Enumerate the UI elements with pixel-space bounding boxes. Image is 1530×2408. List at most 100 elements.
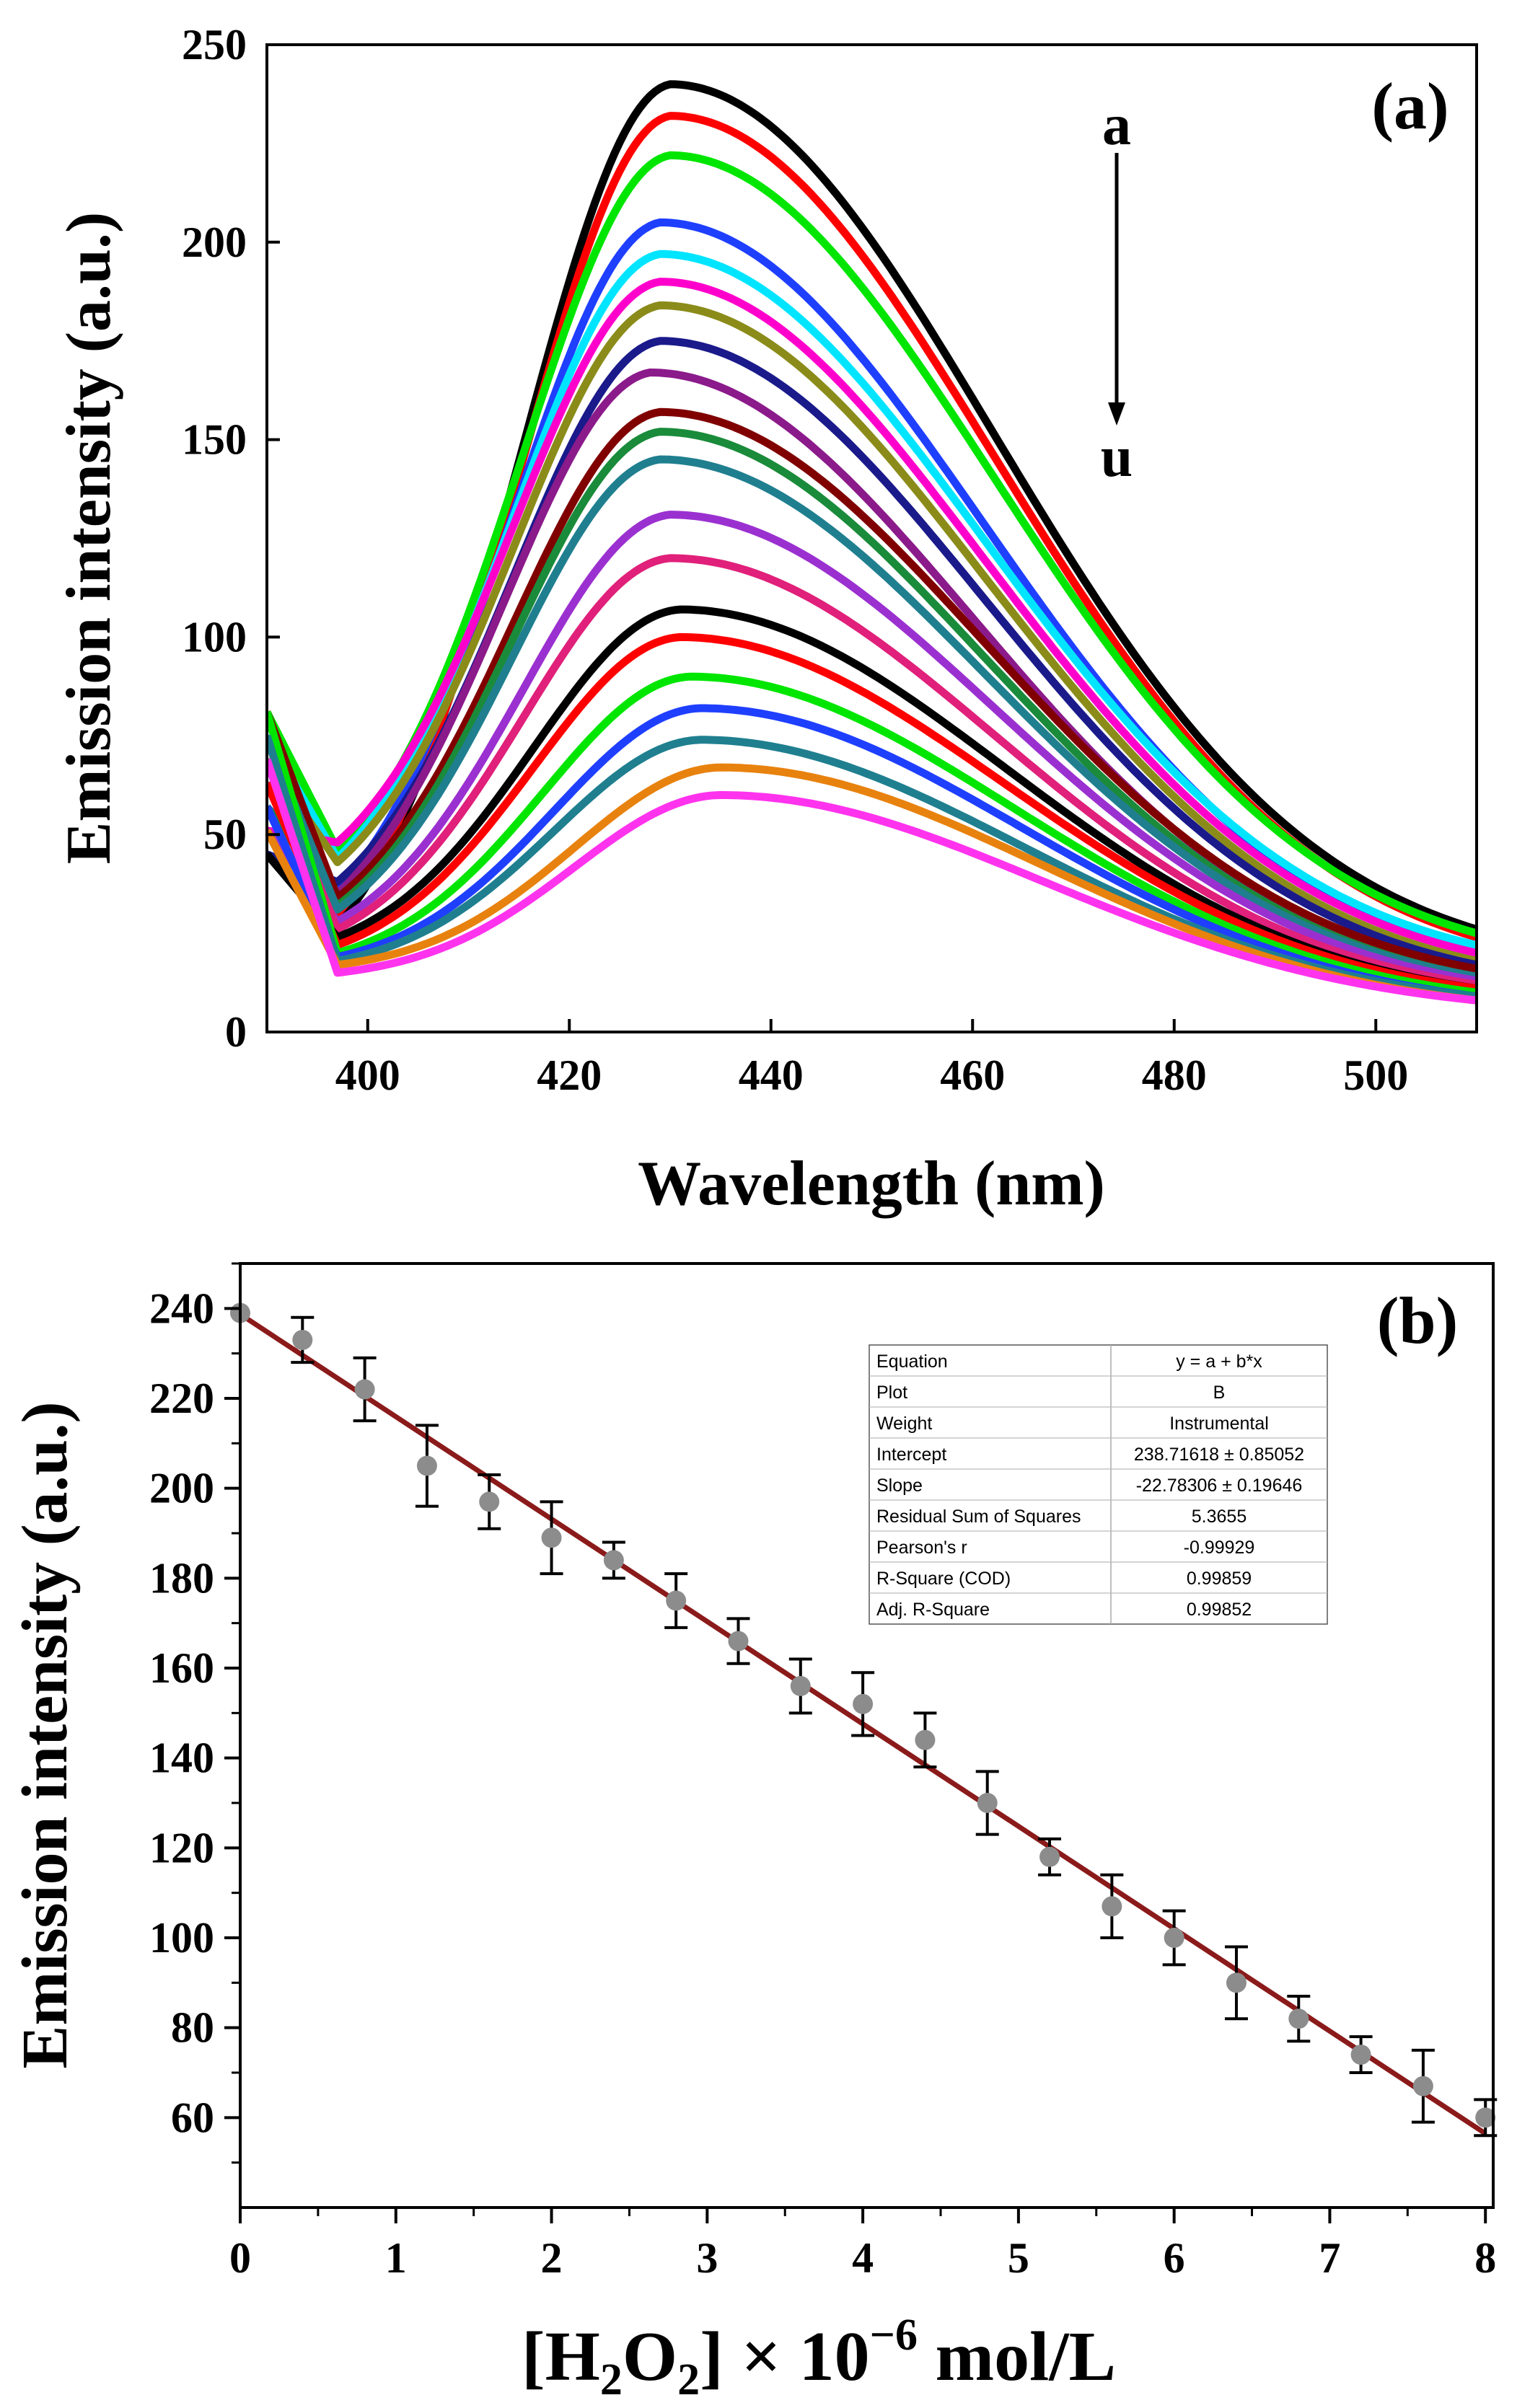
panel-label-a: (a)	[1371, 69, 1448, 143]
x-axis-a: 400 420 440 460 480 500	[335, 1019, 1408, 1099]
fit-table-value: -0.99929	[1184, 1538, 1255, 1558]
x-tick-label-b: 8	[1474, 2234, 1496, 2282]
y-tick-label-b: 200	[149, 1465, 214, 1512]
fit-table-value: 0.99852	[1187, 1600, 1252, 1620]
x-tick-label-b: 5	[1008, 2234, 1029, 2282]
panel-a-spectra-chart: 400 420 440 460 480 500 0 50 100 150 200 250 Wavel…	[54, 21, 1478, 1219]
series-end-label: u	[1101, 425, 1133, 489]
spectrum-curve-10	[267, 407, 1477, 973]
spectrum-curve-14	[267, 554, 1477, 989]
data-point	[728, 1631, 749, 1651]
fit-table-key: Intercept	[876, 1445, 946, 1465]
y-tick-label-b: 180	[149, 1554, 214, 1602]
data-points	[230, 1302, 1498, 2138]
y-tick-label-a: 200	[182, 219, 247, 266]
spectra-curves	[267, 80, 1477, 1005]
y-tick-label-a: 100	[182, 613, 247, 661]
fit-table-value: -22.78306 ± 0.19646	[1136, 1476, 1303, 1496]
x-tick-label-b: 6	[1164, 2234, 1185, 2282]
x-tick-label-b: 4	[852, 2234, 874, 2282]
data-point	[666, 1590, 687, 1611]
y-axis-label-b: Emission intensity (a.u.)	[9, 1401, 81, 2068]
x-axis-label-b: [H2O2] × 10−6 mol/L	[522, 2311, 1116, 2404]
y-tick-label-b: 140	[149, 1734, 214, 1782]
data-point	[915, 1729, 936, 1750]
spectrum-curve-13	[267, 511, 1477, 985]
data-point	[853, 1693, 874, 1714]
x-tick-label-a: 500	[1343, 1051, 1408, 1099]
arrow-head-icon	[1108, 402, 1125, 425]
x-axis-b: 0 1 2 3 4 5 6 7 8	[229, 2208, 1496, 2282]
data-point	[479, 1491, 500, 1512]
data-point	[790, 1675, 811, 1696]
x-tick-label-b: 1	[385, 2234, 407, 2282]
data-point	[416, 1455, 437, 1476]
fit-table-key: Slope	[876, 1476, 923, 1496]
spectrum-curve-3	[267, 151, 1477, 938]
y-tick-label-a: 0	[225, 1008, 247, 1056]
plot-frame-a	[265, 43, 1478, 1033]
data-point	[1475, 2107, 1496, 2128]
fit-table-value: Instrumental	[1169, 1414, 1269, 1434]
data-point	[541, 1527, 562, 1548]
y-tick-label-b: 240	[149, 1284, 214, 1332]
data-point	[1412, 2076, 1433, 2096]
fit-table-key: Residual Sum of Squares	[876, 1507, 1081, 1527]
spectrum-curve-7	[267, 301, 1477, 965]
y-tick-label-b: 160	[149, 1644, 214, 1692]
fit-table-value: 0.99859	[1187, 1569, 1252, 1589]
spectrum-curve-21	[267, 758, 1477, 1005]
panel-b-calibration-chart: 0 1 2 3 4 5 6 7 8 60 80 100 120 140 160 180 200 220 240 E…	[9, 1262, 1498, 2404]
fit-table-value: y = a + b*x	[1176, 1351, 1262, 1372]
series-start-label: a	[1102, 94, 1131, 157]
fit-table-key: Adj. R-Square	[876, 1600, 990, 1620]
spectrum-curve-16	[267, 632, 1477, 993]
y-tick-label-a: 250	[182, 21, 247, 69]
y-tick-label-b: 120	[149, 1824, 214, 1871]
x-axis-label-a: Wavelength (nm)	[638, 1149, 1105, 1219]
y-tick-label-a: 150	[182, 416, 247, 464]
fit-table-key: Plot	[876, 1382, 907, 1403]
y-tick-label-a: 50	[203, 811, 247, 858]
x-tick-label-b: 3	[696, 2234, 718, 2282]
spectrum-curve-12	[267, 455, 1477, 981]
data-point	[1164, 1928, 1184, 1948]
fit-table-key: R-Square (COD)	[876, 1569, 1011, 1589]
data-point	[1102, 1896, 1122, 1917]
data-point	[1226, 1972, 1247, 1993]
spectrum-curve-6	[267, 278, 1477, 957]
x-tick-label-a: 400	[335, 1051, 400, 1099]
fit-table-frame	[869, 1344, 1328, 1625]
fit-table-value: 238.71618 ± 0.85052	[1134, 1445, 1304, 1465]
data-point	[292, 1329, 313, 1350]
spectrum-curve-20	[267, 763, 1477, 1005]
y-tick-label-b: 220	[149, 1375, 214, 1422]
x-tick-label-b: 2	[541, 2234, 563, 2282]
data-point	[977, 1793, 998, 1813]
data-point	[1288, 2008, 1309, 2029]
data-point	[354, 1379, 375, 1400]
x-tick-label-a: 460	[940, 1051, 1005, 1099]
fit-table-key: Pearson's r	[876, 1538, 967, 1558]
y-tick-label-b: 60	[171, 2094, 214, 2141]
data-point	[1039, 1846, 1060, 1867]
x-tick-label-a: 440	[739, 1051, 804, 1099]
spectrum-curve-18	[267, 704, 1477, 1001]
fit-table-value: B	[1213, 1382, 1226, 1403]
plot-frame-b	[239, 1262, 1495, 2209]
y-tick-label-b: 80	[171, 2004, 214, 2052]
fit-table-key: Weight	[876, 1414, 932, 1434]
fit-results-table: Equation y = a + b*x Plot B Weight Instrument…	[869, 1344, 1328, 1625]
y-axis-a: 0 50 100 150 200 250	[182, 21, 280, 1056]
y-tick-label-b: 100	[149, 1914, 214, 1962]
data-point	[1350, 2045, 1371, 2065]
panel-label-b: (b)	[1377, 1284, 1458, 1357]
x-tick-label-a: 480	[1142, 1051, 1207, 1099]
spectrum-curve-17	[267, 672, 1477, 997]
data-point	[603, 1550, 624, 1571]
fit-table-value: 5.3655	[1192, 1507, 1247, 1527]
x-tick-label-b: 7	[1319, 2234, 1340, 2282]
y-axis-b: 60 80 100 120 140 160 180 200 220 240	[149, 1262, 240, 2164]
x-tick-label-b: 0	[229, 2234, 251, 2282]
fit-table-key: Equation	[876, 1351, 948, 1372]
